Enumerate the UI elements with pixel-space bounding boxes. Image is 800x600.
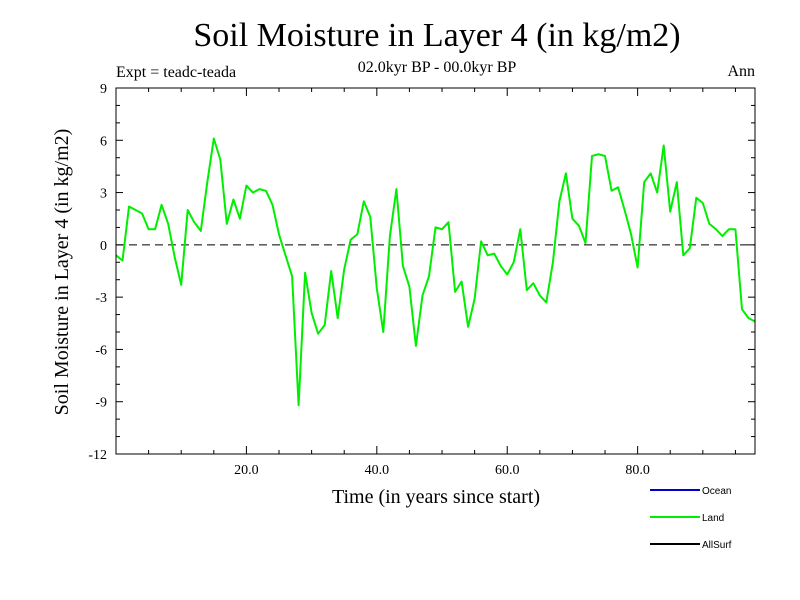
legend-label-allsurf: AllSurf [702, 540, 732, 551]
plot-frame [115, 87, 756, 455]
x-tick-label: 80.0 [625, 463, 650, 478]
experiment-label: Expt = teadc-teada [116, 64, 236, 81]
period-label: Ann [727, 63, 755, 80]
legend-label-land: Land [702, 513, 724, 524]
y-tick-label: 9 [100, 82, 107, 97]
y-tick-label: -6 [95, 343, 107, 358]
y-tick-label: -12 [88, 448, 107, 463]
x-tick-label: 20.0 [234, 463, 259, 478]
x-axis-label: Time (in years since start) [332, 486, 540, 508]
series-line-land [115, 137, 756, 407]
chart-subtitle: 02.0kyr BP - 00.0kyr BP [358, 59, 517, 76]
series-layer [115, 137, 756, 407]
y-tick-label: 6 [100, 134, 107, 149]
x-tick-label: 40.0 [365, 463, 390, 478]
y-axis-label: Soil Moisture in Layer 4 (in kg/m2) [51, 129, 73, 416]
y-tick-label: 0 [100, 239, 107, 254]
y-tick-label: 3 [100, 187, 107, 202]
chart-title: Soil Moisture in Layer 4 (in kg/m2) [193, 17, 680, 54]
ticks-layer: 9 6 3 0 -3 -6 -9 -12 20.0 40.0 60.0 80.0 [88, 82, 755, 478]
y-tick-label: -3 [95, 291, 107, 306]
legend: Ocean Land AllSurf [650, 486, 732, 551]
legend-label-ocean: Ocean [702, 486, 731, 497]
y-tick-label: -9 [95, 396, 107, 411]
axes-layer [115, 87, 756, 455]
x-tick-label: 60.0 [495, 463, 520, 478]
